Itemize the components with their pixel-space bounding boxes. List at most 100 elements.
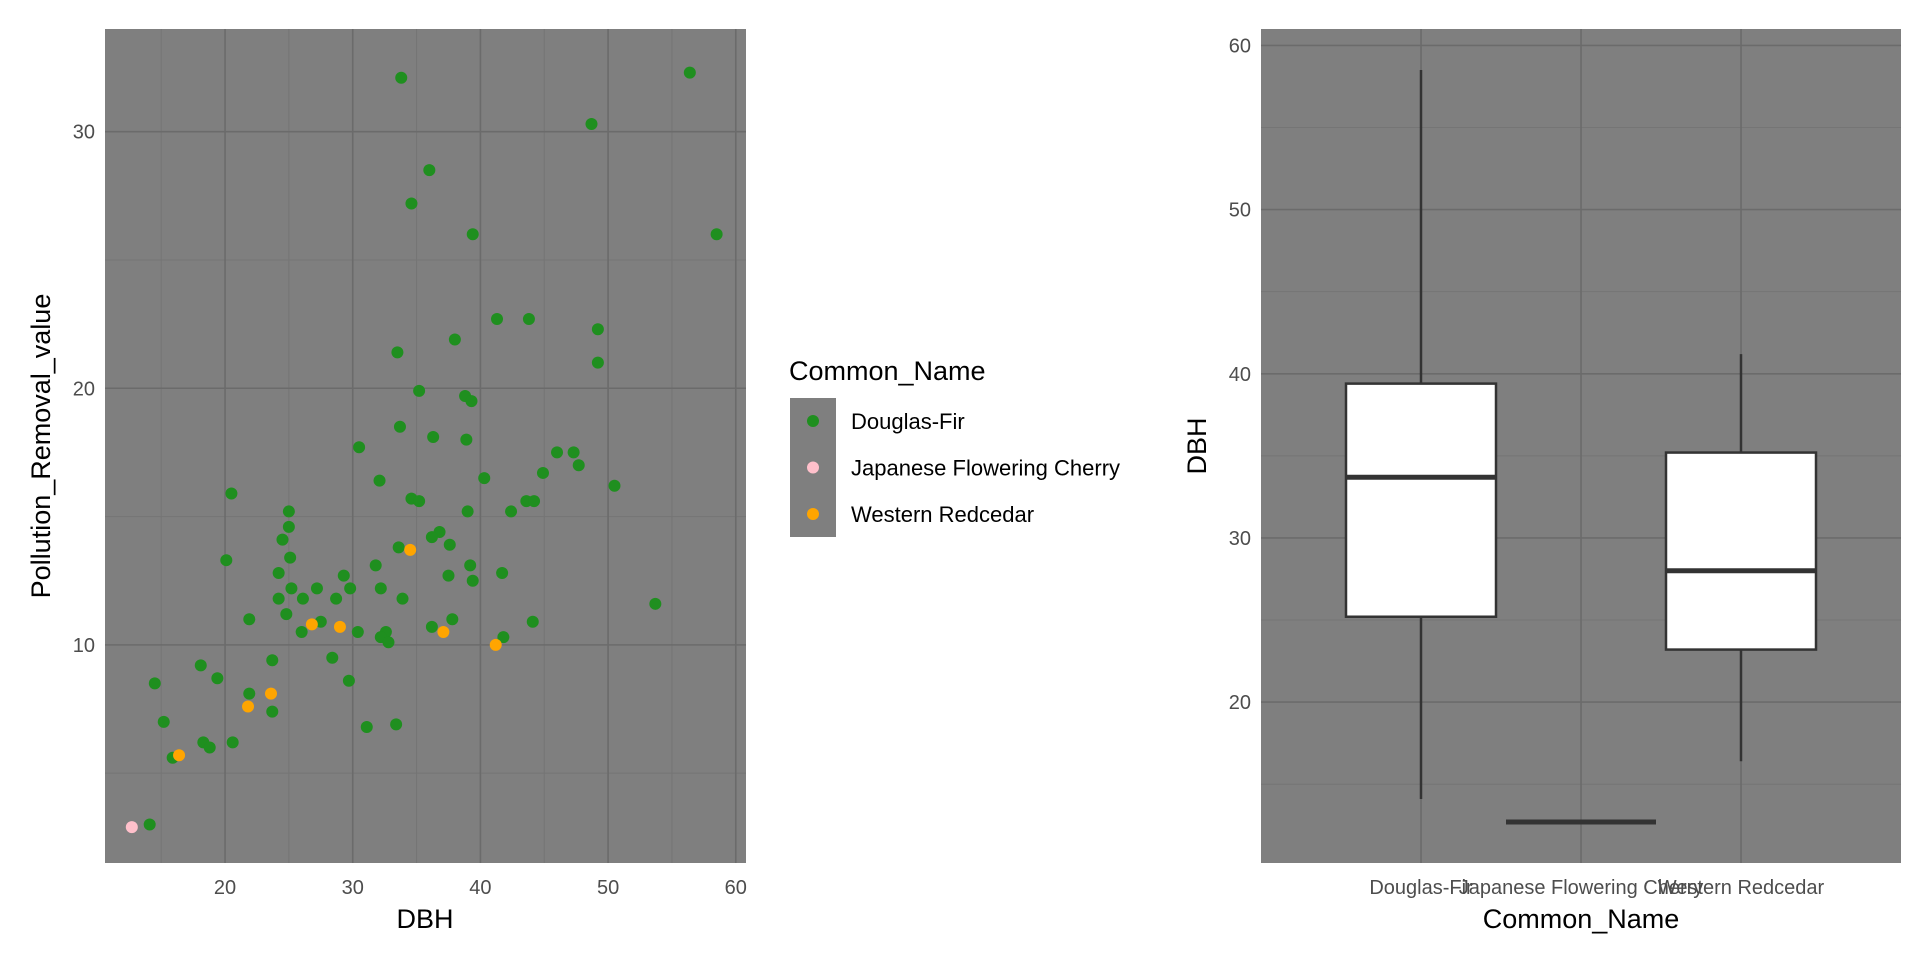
data-point xyxy=(125,821,138,834)
data-point xyxy=(496,567,509,580)
data-point xyxy=(489,638,502,651)
data-point xyxy=(173,749,186,762)
scatter-y-tick-label: 20 xyxy=(73,378,95,400)
data-point xyxy=(446,613,459,626)
scatter-y-tick-label: 10 xyxy=(73,635,95,657)
data-point xyxy=(393,420,406,433)
data-point xyxy=(591,323,604,336)
legend-key xyxy=(807,461,819,474)
data-point xyxy=(404,543,417,556)
data-point xyxy=(143,818,156,831)
data-point xyxy=(330,592,343,605)
data-point xyxy=(351,626,364,639)
data-point xyxy=(226,736,239,749)
data-point xyxy=(567,446,580,459)
data-point xyxy=(333,620,346,633)
data-point xyxy=(344,582,357,595)
data-point xyxy=(478,472,491,485)
data-point xyxy=(413,495,426,508)
data-point xyxy=(423,164,436,177)
data-point xyxy=(392,541,405,554)
data-point xyxy=(710,228,723,241)
data-point xyxy=(466,574,479,587)
data-point xyxy=(148,677,161,690)
data-point xyxy=(374,582,387,595)
data-point xyxy=(591,356,604,369)
data-point xyxy=(396,592,409,605)
box-iqr xyxy=(1344,382,1498,618)
scatter-points xyxy=(125,66,723,834)
data-point xyxy=(437,626,450,639)
data-point xyxy=(272,567,285,580)
legend-title: Common_Name xyxy=(789,356,986,386)
data-point xyxy=(326,651,339,664)
data-point xyxy=(282,505,295,518)
data-point xyxy=(266,654,279,667)
box-iqr xyxy=(1664,451,1818,651)
data-point xyxy=(276,533,289,546)
legend-label: Douglas-Fir xyxy=(851,409,965,434)
scatter-x-tick-label: 50 xyxy=(597,877,619,899)
data-point xyxy=(337,569,350,582)
data-point xyxy=(464,559,477,572)
data-point xyxy=(360,720,373,733)
data-point xyxy=(305,618,318,631)
data-point xyxy=(608,479,621,492)
scatter-x-tick-label: 30 xyxy=(342,877,364,899)
data-point xyxy=(282,520,295,533)
data-point xyxy=(405,197,418,210)
data-point xyxy=(491,312,504,325)
data-point xyxy=(243,687,256,700)
data-point xyxy=(194,659,207,672)
data-point xyxy=(272,592,285,605)
data-point xyxy=(203,741,216,754)
box-y-tick-label: 50 xyxy=(1229,200,1251,222)
legend-key xyxy=(807,415,819,427)
data-point xyxy=(413,384,426,397)
scatter-y-axis-title: Pollution_Removal_value xyxy=(26,294,56,599)
data-point xyxy=(448,333,461,346)
box-y-tick-label: 30 xyxy=(1229,528,1251,550)
data-point xyxy=(551,446,564,459)
box-y-tick-label: 20 xyxy=(1229,692,1251,714)
data-point xyxy=(395,71,408,84)
data-point xyxy=(211,672,224,685)
data-point xyxy=(220,554,233,567)
data-point xyxy=(572,459,585,472)
data-point xyxy=(443,538,456,551)
data-point xyxy=(266,705,279,718)
box-y-tick-label: 40 xyxy=(1229,364,1251,386)
data-point xyxy=(505,505,518,518)
data-point xyxy=(683,66,696,79)
data-point xyxy=(391,346,404,359)
data-point xyxy=(585,117,598,130)
scatter-x-tick-label: 20 xyxy=(214,877,236,899)
scatter-x-tick-labels: 20 30 40 50 60 xyxy=(214,877,747,899)
scatter-x-tick-label: 40 xyxy=(469,877,491,899)
data-point xyxy=(465,395,478,408)
scatter-plot: 20 30 40 50 60 10 20 30 DBH Pollution_Removal_… xyxy=(26,29,747,934)
data-point xyxy=(264,687,277,700)
data-point xyxy=(522,312,535,325)
data-point xyxy=(649,597,662,610)
data-point xyxy=(284,551,297,564)
box-y-tick-label: 60 xyxy=(1229,35,1251,57)
data-point xyxy=(310,582,323,595)
data-point xyxy=(425,531,438,544)
data-point xyxy=(225,487,238,500)
data-point xyxy=(427,431,440,444)
legend-label: Japanese Flowering Cherry xyxy=(851,456,1120,481)
data-point xyxy=(528,495,541,508)
scatter-y-tick-labels: 10 20 30 xyxy=(73,122,95,657)
box-x-tick-label: Western Redcedar xyxy=(1658,877,1825,899)
data-point xyxy=(382,636,395,649)
legend-entries: Douglas-Fir Japanese Flowering Cherry West… xyxy=(807,409,1120,527)
data-point xyxy=(526,615,539,628)
scatter-y-tick-label: 30 xyxy=(73,122,95,144)
data-point xyxy=(466,228,479,241)
legend: Common_Name Douglas-Fir Japanese Flowerin… xyxy=(789,356,1120,537)
scatter-gridlines xyxy=(105,29,746,863)
